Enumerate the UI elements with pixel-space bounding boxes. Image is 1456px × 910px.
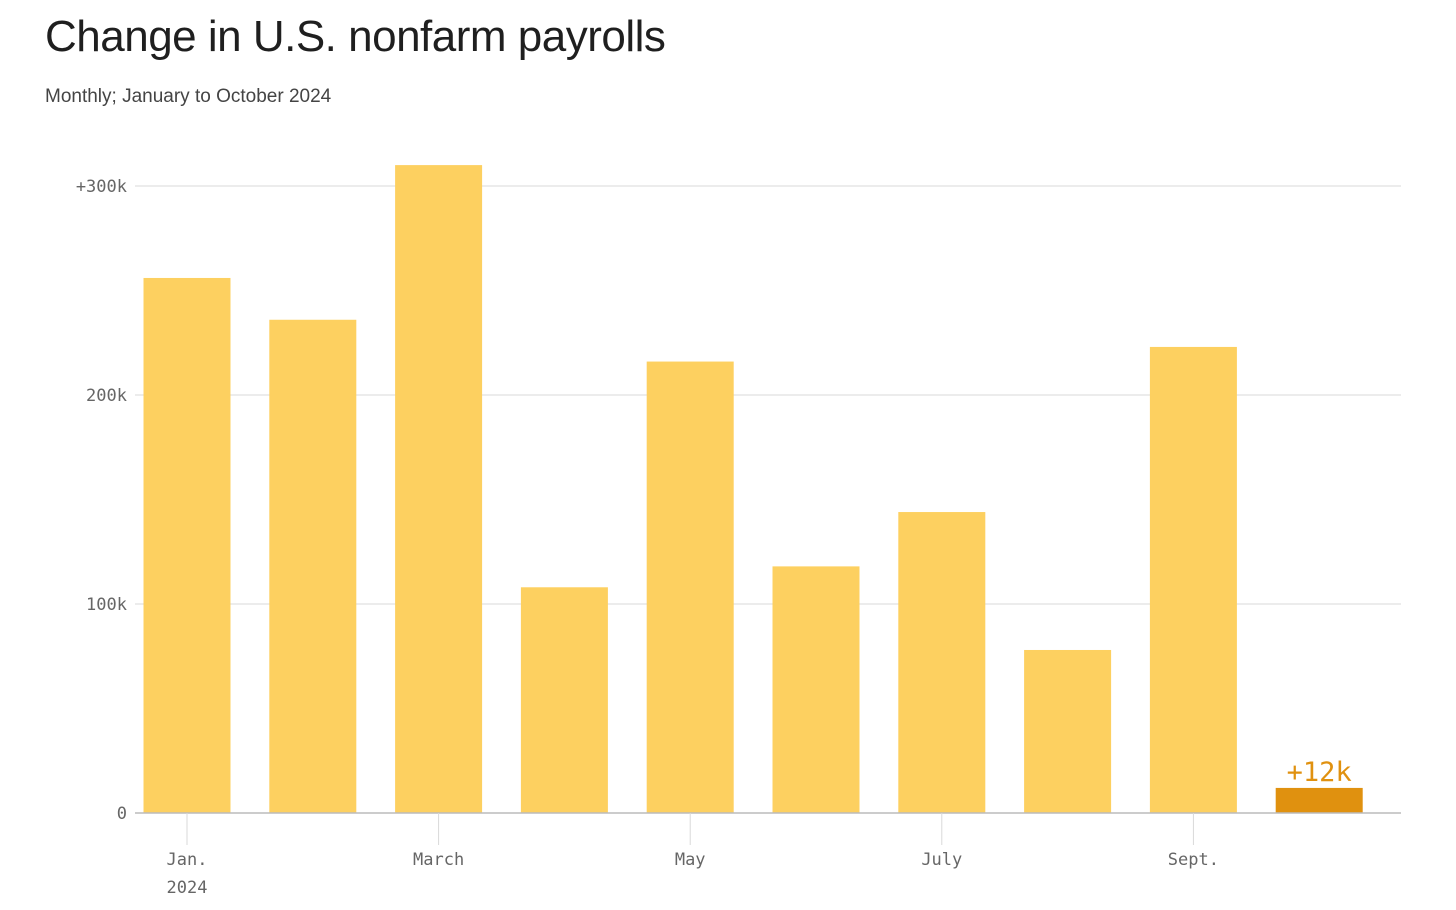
bar-march [395, 165, 483, 814]
x-tick-label: March [413, 850, 464, 870]
bar-april [520, 587, 608, 813]
x-tick-label: July [921, 850, 962, 870]
y-tick-label: +300k [76, 177, 127, 197]
chart-title: Change in U.S. nonfarm payrolls [45, 12, 666, 61]
y-tick-label: 200k [86, 386, 127, 406]
bar-sept [1149, 346, 1237, 813]
bar-june [772, 566, 860, 813]
x-tick-sublabel: 2024 [167, 878, 208, 898]
x-tick-label: Sept. [1168, 850, 1219, 870]
x-tick-label: May [675, 850, 706, 870]
x-tick-label: Jan. [167, 850, 208, 870]
y-tick-label: 0 [117, 804, 127, 824]
bar-feb [269, 319, 357, 813]
bar-aug [1024, 649, 1112, 813]
bar-july [898, 512, 986, 813]
bar-jan-2024 [143, 277, 231, 814]
data-label-annotation: +12k [1287, 757, 1352, 788]
chart-subtitle: Monthly; January to October 2024 [45, 86, 332, 107]
bar-may [646, 361, 734, 813]
bar-oct [1275, 787, 1363, 813]
y-tick-label: 100k [86, 595, 127, 615]
